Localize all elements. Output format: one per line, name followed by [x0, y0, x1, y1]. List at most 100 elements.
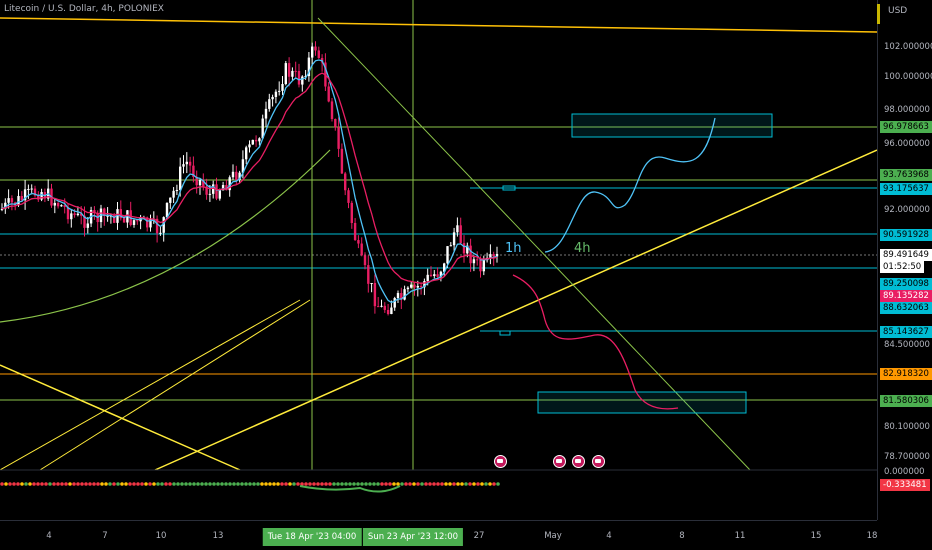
time-tick: 4	[606, 531, 612, 541]
candle	[225, 185, 228, 191]
candle	[238, 172, 241, 180]
price-axis-marker	[877, 4, 880, 24]
candle	[179, 166, 182, 190]
osc-dot	[68, 482, 72, 486]
candle	[66, 206, 70, 220]
candle	[466, 245, 469, 254]
candle	[436, 274, 439, 277]
candle	[56, 202, 60, 207]
candle	[278, 90, 281, 92]
currency-label[interactable]: USD	[888, 6, 908, 16]
osc-dot	[476, 482, 480, 486]
candle	[53, 202, 56, 206]
candle	[37, 195, 40, 200]
candle	[492, 254, 495, 257]
price-tick: 92.000000	[884, 205, 930, 215]
osc-dot	[216, 482, 220, 486]
candle	[347, 190, 350, 203]
flag-icon[interactable]	[553, 455, 566, 468]
candle	[327, 86, 330, 102]
chart-title[interactable]: Litecoin / U.S. Dollar, 4h, POLONIEX	[4, 4, 164, 14]
osc-dot	[220, 482, 224, 486]
osc-dot	[468, 482, 472, 486]
candle	[406, 287, 410, 290]
candle	[103, 208, 106, 216]
osc-dot	[100, 482, 104, 486]
candle	[334, 118, 337, 128]
osc-dot	[120, 482, 124, 486]
candle	[228, 177, 231, 191]
ema-slow-line	[1, 72, 498, 284]
osc-dot	[28, 482, 32, 486]
candle	[443, 263, 446, 272]
osc-dot	[32, 482, 36, 486]
candle	[17, 195, 20, 206]
candle	[330, 101, 334, 119]
osc-dot	[136, 482, 140, 486]
osc-dot	[24, 482, 28, 486]
candle	[446, 246, 449, 264]
time-tick: 7	[102, 531, 108, 541]
osc-dot	[8, 482, 12, 486]
candle	[258, 138, 261, 142]
candle	[377, 306, 380, 308]
osc-dot	[272, 482, 276, 486]
candle	[254, 139, 258, 142]
time-tick: 27	[473, 531, 485, 541]
candle	[221, 185, 225, 191]
candle	[393, 298, 396, 308]
price-level-tag: 90.591928	[880, 229, 932, 241]
candle	[337, 127, 340, 149]
flag-icon[interactable]	[494, 455, 507, 468]
osc-dot	[488, 482, 492, 486]
price-tick: 80.100000	[884, 422, 930, 432]
candle	[122, 218, 126, 223]
candle	[416, 285, 419, 288]
candle	[231, 171, 235, 178]
osc-dot	[16, 482, 20, 486]
candle	[198, 179, 202, 186]
candle	[23, 189, 27, 201]
flag-icon[interactable]	[572, 455, 585, 468]
candle	[20, 195, 23, 201]
candle	[175, 189, 179, 191]
osc-dot	[36, 482, 40, 486]
candle	[410, 284, 413, 288]
osc-dot	[240, 482, 244, 486]
osc-dot	[436, 482, 440, 486]
candle	[7, 198, 10, 203]
candle	[169, 197, 172, 203]
candle	[113, 215, 116, 223]
price-level-tag: 81.580306	[880, 395, 932, 407]
candle	[60, 205, 63, 207]
price-chart-canvas[interactable]	[0, 0, 877, 520]
price-level-tag: 85.143627	[880, 326, 932, 338]
candle	[373, 283, 377, 307]
candle	[284, 63, 287, 85]
osc-dot	[288, 482, 292, 486]
osc-dot	[264, 482, 268, 486]
price-tick: 96.000000	[884, 139, 930, 149]
osc-dot	[376, 482, 380, 486]
osc-dot	[112, 482, 116, 486]
candle	[307, 57, 311, 77]
osc-dot	[184, 482, 188, 486]
price-level-tag: 93.175637	[880, 183, 932, 195]
osc-dot	[256, 482, 260, 486]
candle	[311, 46, 314, 58]
candle	[208, 193, 212, 195]
candle	[281, 84, 284, 91]
marker-box	[502, 185, 516, 191]
candle	[63, 205, 66, 207]
target-box	[571, 113, 773, 138]
osc-dot	[456, 482, 460, 486]
osc-dot	[380, 482, 384, 486]
ema-fast-line	[1, 59, 498, 304]
time-tick: 8	[679, 531, 685, 541]
osc-value-tag: -0.333481	[880, 479, 930, 491]
candle	[40, 192, 43, 200]
osc-dot	[496, 482, 500, 486]
candle	[264, 108, 268, 119]
flag-icon[interactable]	[592, 455, 605, 468]
price-tick: 84.500000	[884, 340, 930, 350]
